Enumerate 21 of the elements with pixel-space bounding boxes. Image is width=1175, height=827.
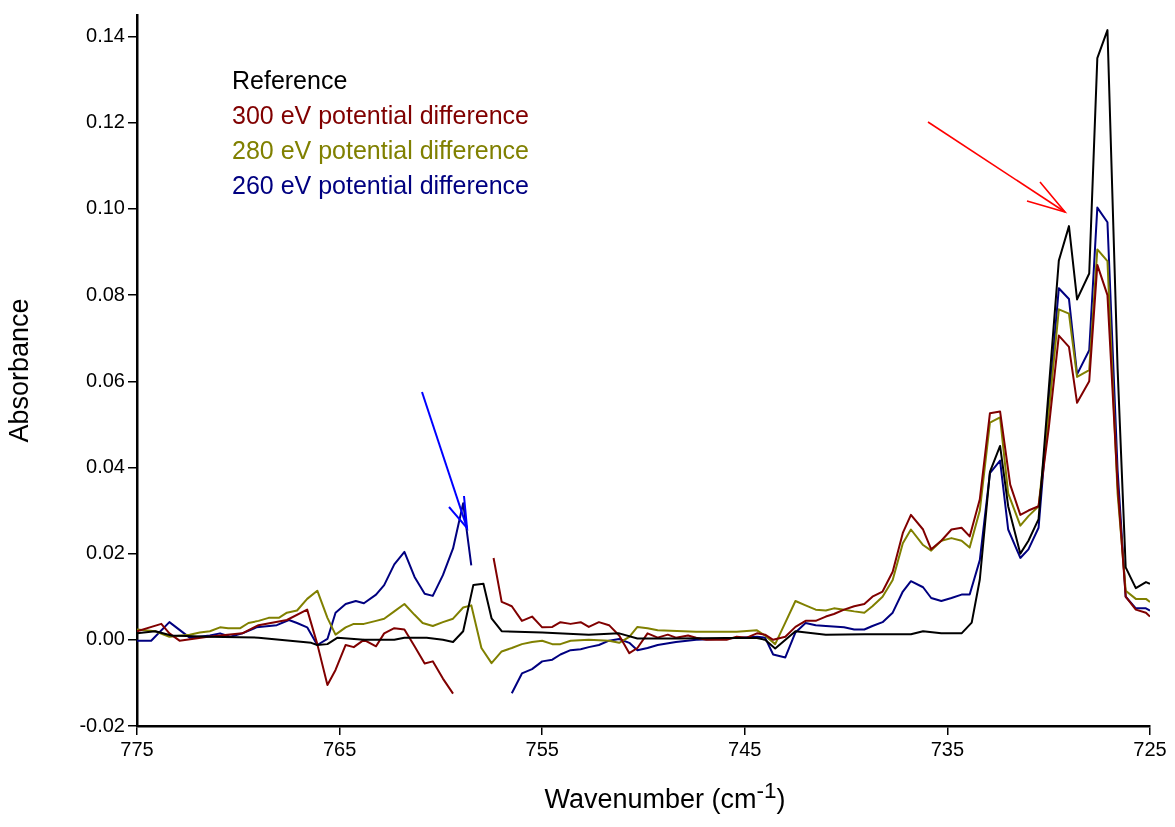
- x-tick-label: 765: [322, 737, 357, 760]
- text: 300 eV potential difference: [231, 100, 529, 129]
- text: Reference: [231, 65, 348, 94]
- x-axis-title: Wavenumber (cm$^{-1}$): [543, 778, 787, 815]
- y-tick-label: 0.10: [86, 196, 125, 219]
- x-tick-label: 725: [1133, 737, 1167, 760]
- y-tick-label: 0.14: [86, 24, 125, 47]
- x-tick-label: 745: [728, 737, 762, 760]
- x-tick-label: 755: [525, 737, 559, 760]
- x-tick-label: 735: [930, 737, 965, 760]
- text: 260 eV potential difference: [231, 170, 529, 199]
- y-tick-label: 0.04: [86, 454, 125, 477]
- y-tick-label: 0.02: [86, 541, 125, 564]
- y-axis-title: Absorbance: [3, 298, 34, 443]
- y-tick-label: 0.00: [86, 627, 125, 650]
- x-tick-label: 775: [120, 737, 154, 760]
- y-tick-label: 0.12: [86, 110, 125, 133]
- y-tick-label: 0.08: [86, 282, 125, 305]
- y-tick-label: 0.06: [86, 368, 125, 391]
- text: 280 eV potential difference: [231, 135, 529, 164]
- y-tick-label: -0.02: [79, 713, 125, 736]
